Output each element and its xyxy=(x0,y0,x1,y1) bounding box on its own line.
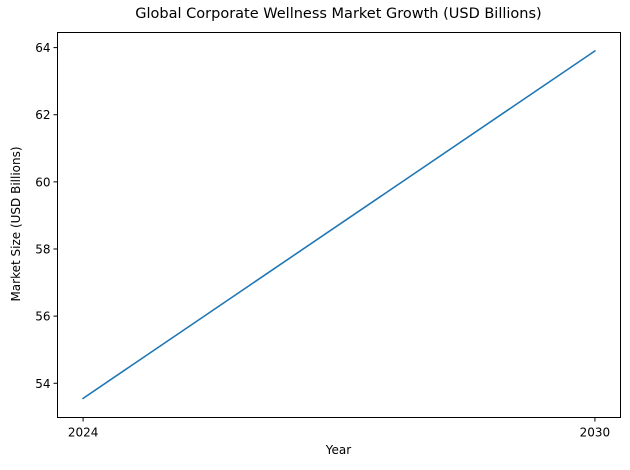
y-tick-label: 58 xyxy=(35,242,50,256)
y-tick-label: 56 xyxy=(35,310,50,324)
y-tick-label: 60 xyxy=(35,175,50,189)
x-tick-label: 2030 xyxy=(580,426,611,440)
chart-title: Global Corporate Wellness Market Growth … xyxy=(135,6,542,22)
y-tick-label: 62 xyxy=(35,108,50,122)
data-line xyxy=(81,49,597,400)
y-axis-ticks: 54 56 58 60 62 64 xyxy=(35,41,58,391)
y-tick-label: 64 xyxy=(35,41,50,55)
axes-frame xyxy=(57,32,621,418)
y-tick-label: 54 xyxy=(35,377,50,391)
x-axis-label: Year xyxy=(325,443,352,457)
x-tick-label: 2024 xyxy=(68,426,99,440)
x-axis-ticks: 2024 2030 xyxy=(68,417,611,440)
